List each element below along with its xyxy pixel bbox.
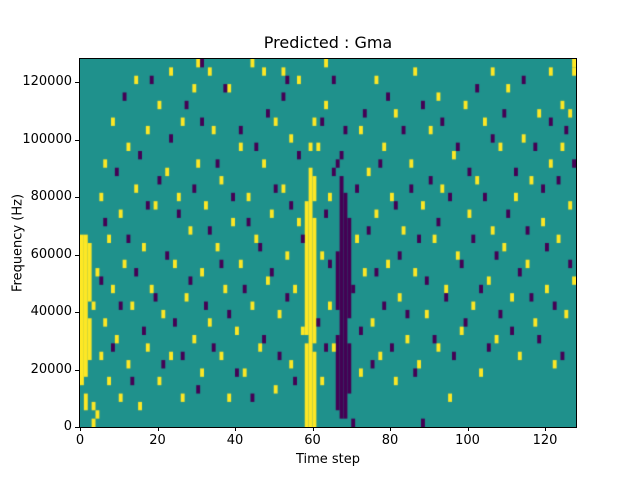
y-tick-label: 40000 (30, 304, 72, 319)
x-tick-label: 120 (532, 433, 558, 448)
y-tick-mark (75, 197, 79, 198)
x-tick-mark (80, 427, 81, 431)
y-tick-mark (75, 139, 79, 141)
x-tick-label: 40 (226, 433, 244, 448)
x-tick-mark (390, 427, 391, 431)
heatmap (80, 59, 576, 427)
x-tick-label: 0 (75, 433, 85, 448)
y-tick-label: 0 (63, 419, 72, 434)
y-axis-label: Frequency (Hz) (10, 193, 26, 293)
x-tick-mark (235, 427, 236, 431)
y-tick-label: 20000 (30, 361, 72, 377)
y-tick-mark (75, 82, 79, 83)
x-axis-label: Time step (295, 452, 361, 467)
x-tick-label: 60 (304, 433, 321, 448)
x-tick-mark (312, 427, 314, 431)
y-tick-label: 60000 (30, 246, 72, 262)
chart-title: Predicted : Gma (263, 33, 393, 52)
y-tick-label: 80000 (30, 189, 72, 204)
plot-area (79, 58, 577, 428)
y-tick-label: 100000 (22, 131, 72, 147)
x-tick-mark (545, 427, 546, 431)
y-tick-mark (75, 254, 79, 256)
y-tick-mark (75, 312, 79, 313)
y-tick-mark (75, 427, 79, 428)
y-tick-mark (75, 369, 79, 371)
x-tick-mark (467, 427, 469, 431)
x-tick-label: 100 (455, 433, 480, 448)
x-tick-mark (157, 427, 159, 431)
x-tick-label: 20 (149, 433, 166, 448)
y-tick-label: 120000 (22, 74, 72, 89)
x-tick-label: 80 (381, 433, 399, 448)
